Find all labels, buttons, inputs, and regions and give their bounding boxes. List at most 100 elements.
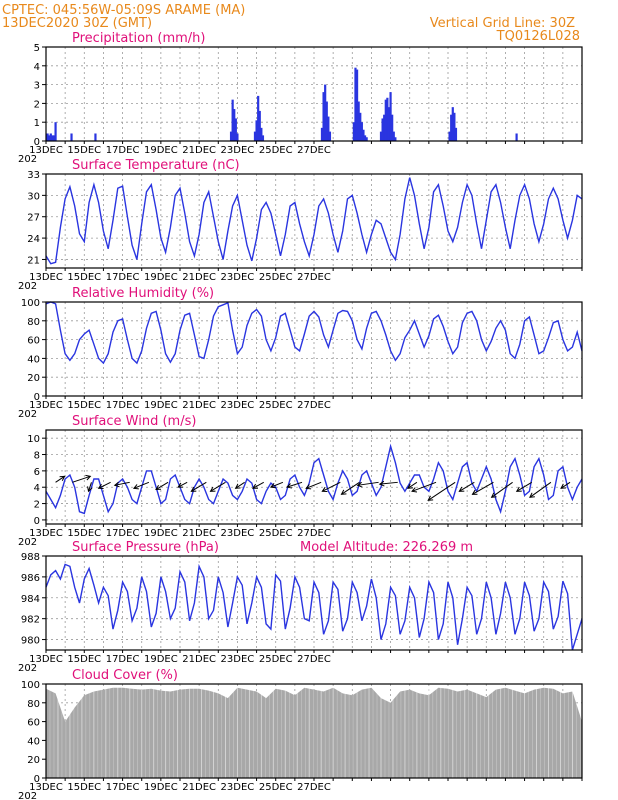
precip-bar xyxy=(381,118,384,141)
wind-arrow-head xyxy=(340,489,347,495)
x-tick-label: 17DEC xyxy=(106,654,140,665)
year-stub: 202 xyxy=(18,409,37,420)
precip-bar xyxy=(255,120,258,141)
y-tick-label: 33 xyxy=(27,170,40,181)
wind-arrow-head xyxy=(269,482,276,489)
wind-arrow-head xyxy=(190,486,197,492)
wind-arrow-head xyxy=(560,483,567,489)
precip-bar xyxy=(359,112,362,141)
wind-arrow xyxy=(210,481,226,492)
wind-arrow-head xyxy=(155,484,162,491)
precip-bar xyxy=(354,67,357,141)
panel-title: Precipitation (mm/h) xyxy=(72,31,205,46)
precip-bar xyxy=(48,135,51,141)
wind-arrow-head xyxy=(177,482,184,488)
wind-arrow xyxy=(114,481,130,486)
wind-arrow-head xyxy=(411,487,418,493)
x-tick-label: 27DEC xyxy=(297,654,331,665)
precip-bar xyxy=(229,131,233,141)
year-stub: 202 xyxy=(18,154,37,165)
precip-bar xyxy=(389,92,392,141)
year-stub: 202 xyxy=(18,281,37,292)
wind-arrow xyxy=(516,481,533,492)
year-stub: 202 xyxy=(18,537,37,548)
wind-arrow-head xyxy=(321,486,328,492)
wind-series-line xyxy=(45,443,583,515)
year-stub: 202 xyxy=(18,791,37,800)
x-tick-label: 19DEC xyxy=(144,654,178,665)
wind-arrow xyxy=(341,481,360,495)
wind-arrow-head xyxy=(234,483,241,489)
precip-bar xyxy=(324,84,327,141)
y-tick-label: 27 xyxy=(27,213,40,224)
precip-bar xyxy=(357,101,360,141)
precip-bar xyxy=(46,133,49,141)
wind-arrow-head xyxy=(209,486,216,492)
wind-arrow xyxy=(491,481,513,498)
panel-precip: Precipitation (mm/h) 0 1 2 3 4 5 13DEC 15DEC 17DE… xyxy=(18,31,583,165)
precip-bar xyxy=(258,110,261,141)
precip-bar xyxy=(233,109,236,141)
x-tick-label: 25DEC xyxy=(259,782,293,793)
x-tick-label: 19DEC xyxy=(144,272,178,283)
x-tick-label: 15DEC xyxy=(67,782,101,793)
panel-rh: Relative Humidity (%) 0 20 40 60 80 100 13DEC 15… xyxy=(18,286,583,420)
panel-title: Surface Temperature (nC) xyxy=(72,158,240,173)
y-tick-label: 4 xyxy=(34,483,40,494)
precip-bar xyxy=(360,122,363,141)
wind-arrow-head xyxy=(97,483,104,489)
precip-bar xyxy=(451,107,454,141)
precip-bar xyxy=(260,127,263,141)
y-tick-label: 100 xyxy=(21,680,40,691)
wind-arrow xyxy=(286,481,303,488)
wind-arrow xyxy=(459,481,475,492)
header-grid-note: Vertical Grid Line: 30Z xyxy=(430,16,575,31)
y-tick-label: 40 xyxy=(27,736,40,747)
precip-bar xyxy=(355,69,359,141)
wind-arrow-head xyxy=(356,481,363,488)
wind-arrow xyxy=(72,475,91,483)
panel-annotation: Model Altitude: 226.269 m xyxy=(300,540,473,555)
precip-bar xyxy=(384,99,387,141)
wind-arrow-head xyxy=(407,483,413,489)
x-tick-label: 23DEC xyxy=(221,400,255,411)
y-tick-label: 6 xyxy=(34,467,40,478)
y-tick-label: 4 xyxy=(34,62,40,73)
precip-bar xyxy=(386,97,389,141)
wind-arrow xyxy=(407,481,418,489)
x-tick-label: 15DEC xyxy=(67,654,101,665)
wind-arrow xyxy=(177,481,188,488)
precip-bar xyxy=(261,135,265,141)
wind-arrow-head xyxy=(458,486,465,492)
y-tick-label: 8 xyxy=(34,451,40,462)
x-tick-label: 17DEC xyxy=(106,145,140,156)
wind-arrow xyxy=(133,481,150,489)
wind-arrow xyxy=(379,481,398,485)
panel-title: Cloud Cover (%) xyxy=(72,668,178,683)
temp-series-line xyxy=(45,177,583,265)
x-tick-label: 27DEC xyxy=(297,272,331,283)
wind-arrow-head xyxy=(471,489,478,495)
precip-bar xyxy=(365,137,368,141)
precip-bar xyxy=(234,118,237,141)
y-tick-label: 80 xyxy=(27,317,40,328)
x-tick-label: 21DEC xyxy=(182,272,216,283)
x-tick-label: 23DEC xyxy=(221,782,255,793)
precip-bar xyxy=(363,135,367,141)
y-tick-label: 60 xyxy=(27,336,40,347)
wind-arrow xyxy=(357,481,379,486)
header-model-id: TQ0126L028 xyxy=(496,29,580,44)
precip-bar xyxy=(327,116,330,141)
precip-bar xyxy=(352,122,355,141)
precip-bar xyxy=(236,133,239,141)
precip-bar xyxy=(322,92,325,141)
y-tick-label: 60 xyxy=(27,718,40,729)
header-run-date: 13DEC2020 30Z (GMT) xyxy=(2,16,152,31)
x-tick-label: 13DEC xyxy=(29,400,63,411)
y-tick-label: 3 xyxy=(34,81,40,92)
x-tick-label: 25DEC xyxy=(259,145,293,156)
wind-arrow xyxy=(235,481,245,489)
y-tick-label: 5 xyxy=(34,43,40,54)
wind-arrow-head xyxy=(286,483,293,489)
